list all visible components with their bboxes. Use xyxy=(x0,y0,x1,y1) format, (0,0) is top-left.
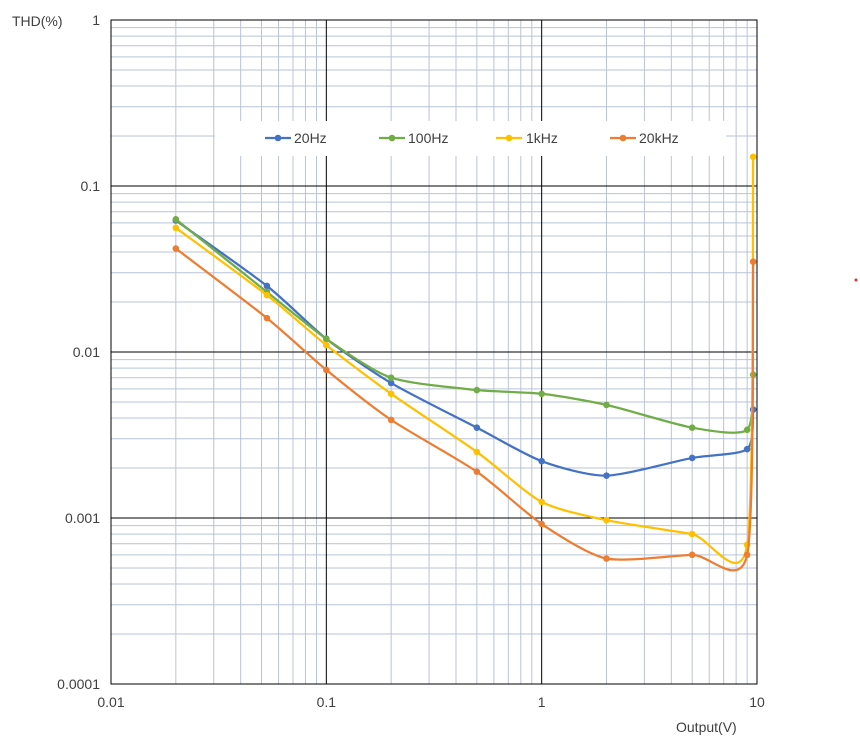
x-axis-title: Output(V) xyxy=(676,719,737,735)
data-point-20khz xyxy=(387,416,395,424)
series-line-100hz xyxy=(175,218,755,434)
data-point-100hz xyxy=(603,401,610,409)
y-tick-label: 0.1 xyxy=(81,178,101,194)
x-tick-label: 1 xyxy=(538,694,546,710)
data-point-100hz xyxy=(538,390,545,398)
legend-item: 20kHz xyxy=(610,130,679,146)
data-point-1khz xyxy=(688,530,696,538)
legend-marker xyxy=(505,134,513,142)
data-point-20hz xyxy=(688,454,696,462)
legend-marker xyxy=(388,134,396,142)
data-point-20khz xyxy=(603,555,610,562)
data-point-20hz xyxy=(743,445,751,453)
x-tick-label: 0.1 xyxy=(317,694,337,710)
y-tick-label: 0.01 xyxy=(73,344,100,360)
series-20khz xyxy=(172,245,757,572)
data-point-20khz xyxy=(263,314,271,322)
data-point-20khz xyxy=(688,551,696,559)
data-point-100hz xyxy=(387,374,395,382)
legend-label: 20kHz xyxy=(639,130,679,146)
series-line-20hz xyxy=(175,219,755,477)
data-point-1khz xyxy=(323,341,330,349)
data-point-20khz xyxy=(538,520,545,528)
data-point-20hz xyxy=(538,457,545,465)
data-point-20hz xyxy=(263,282,271,290)
x-tick-label: 10 xyxy=(749,694,765,710)
legend-item: 100Hz xyxy=(379,130,448,146)
data-point-20khz xyxy=(323,366,330,374)
data-point-20khz xyxy=(749,258,757,265)
series-1khz xyxy=(172,153,757,564)
legend-label: 100Hz xyxy=(408,130,448,146)
data-point-20khz xyxy=(473,468,481,476)
data-point-100hz xyxy=(743,426,751,434)
data-point-20khz xyxy=(172,245,180,252)
data-point-100hz xyxy=(172,216,180,223)
legend-item: 1kHz xyxy=(496,130,558,146)
y-tick-label: 0.001 xyxy=(65,510,100,526)
data-point-1khz xyxy=(749,153,757,161)
legend-marker xyxy=(619,134,627,142)
data-point-1khz xyxy=(387,390,395,398)
data-point-100hz xyxy=(688,424,696,431)
data-point-1khz xyxy=(473,448,481,456)
data-point-100hz xyxy=(473,386,481,394)
stray-red-dot xyxy=(854,278,858,282)
legend-label: 20Hz xyxy=(294,130,327,146)
data-point-1khz xyxy=(603,516,610,524)
y-tick-label: 0.0001 xyxy=(57,676,100,692)
tick-labels: 0.01 0.1 1 10 1 0.1 0.01 0.001 0.0001 xyxy=(57,12,765,710)
y-axis-title: THD(%) xyxy=(12,13,63,29)
data-point-1khz xyxy=(263,291,271,299)
plot-series xyxy=(172,153,757,572)
x-tick-label: 0.01 xyxy=(97,694,124,710)
data-point-1khz xyxy=(538,498,545,506)
legend: 20Hz 100Hz 1kHz 20kHz xyxy=(215,121,726,156)
legend-item: 20Hz xyxy=(265,130,327,146)
data-point-100hz xyxy=(323,335,330,343)
legend-label: 1kHz xyxy=(526,130,558,146)
data-point-1khz xyxy=(172,224,180,232)
data-point-20hz xyxy=(387,379,395,387)
data-point-20hz xyxy=(603,472,610,479)
y-tick-label: 1 xyxy=(92,12,100,28)
plot-border xyxy=(110,19,758,685)
legend-box xyxy=(215,121,726,156)
data-point-20khz xyxy=(743,551,751,559)
data-point-20hz xyxy=(473,424,481,431)
legend-marker xyxy=(274,134,282,142)
